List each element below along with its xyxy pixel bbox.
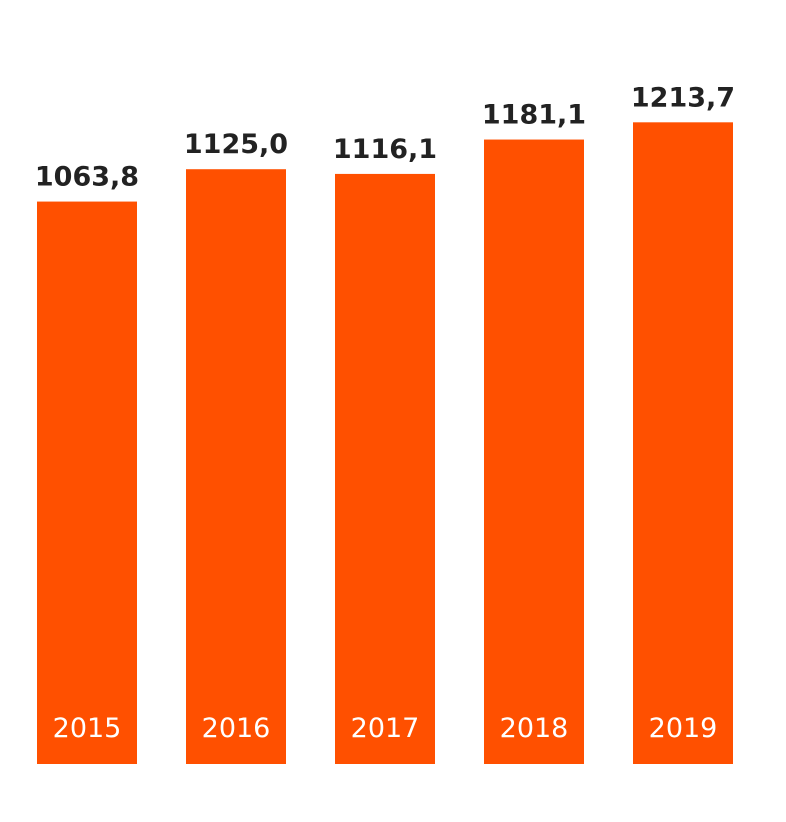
value-label-2018: 1181,1: [482, 100, 586, 131]
value-label-2016: 1125,0: [184, 129, 288, 160]
category-label-2018: 2018: [500, 713, 569, 744]
bar-2019: [633, 122, 733, 764]
category-label-2016: 2016: [202, 713, 271, 744]
bar-2015: [37, 201, 137, 764]
bar-2018: [484, 139, 584, 764]
category-label-2015: 2015: [53, 713, 122, 744]
category-label-2019: 2019: [649, 713, 718, 744]
bar-2017: [335, 173, 435, 765]
bar-2016: [186, 169, 286, 764]
bars-group: [37, 122, 733, 765]
value-label-2015: 1063,8: [35, 162, 139, 193]
category-labels-group: 2015 2016 2017 2018 2019: [53, 713, 718, 744]
value-label-2019: 1213,7: [631, 82, 735, 113]
value-labels-group: 1063,8 1125,0 1116,1 1181,1 1213,7: [35, 82, 735, 192]
value-label-2017: 1116,1: [333, 134, 437, 165]
category-label-2017: 2017: [351, 713, 420, 744]
